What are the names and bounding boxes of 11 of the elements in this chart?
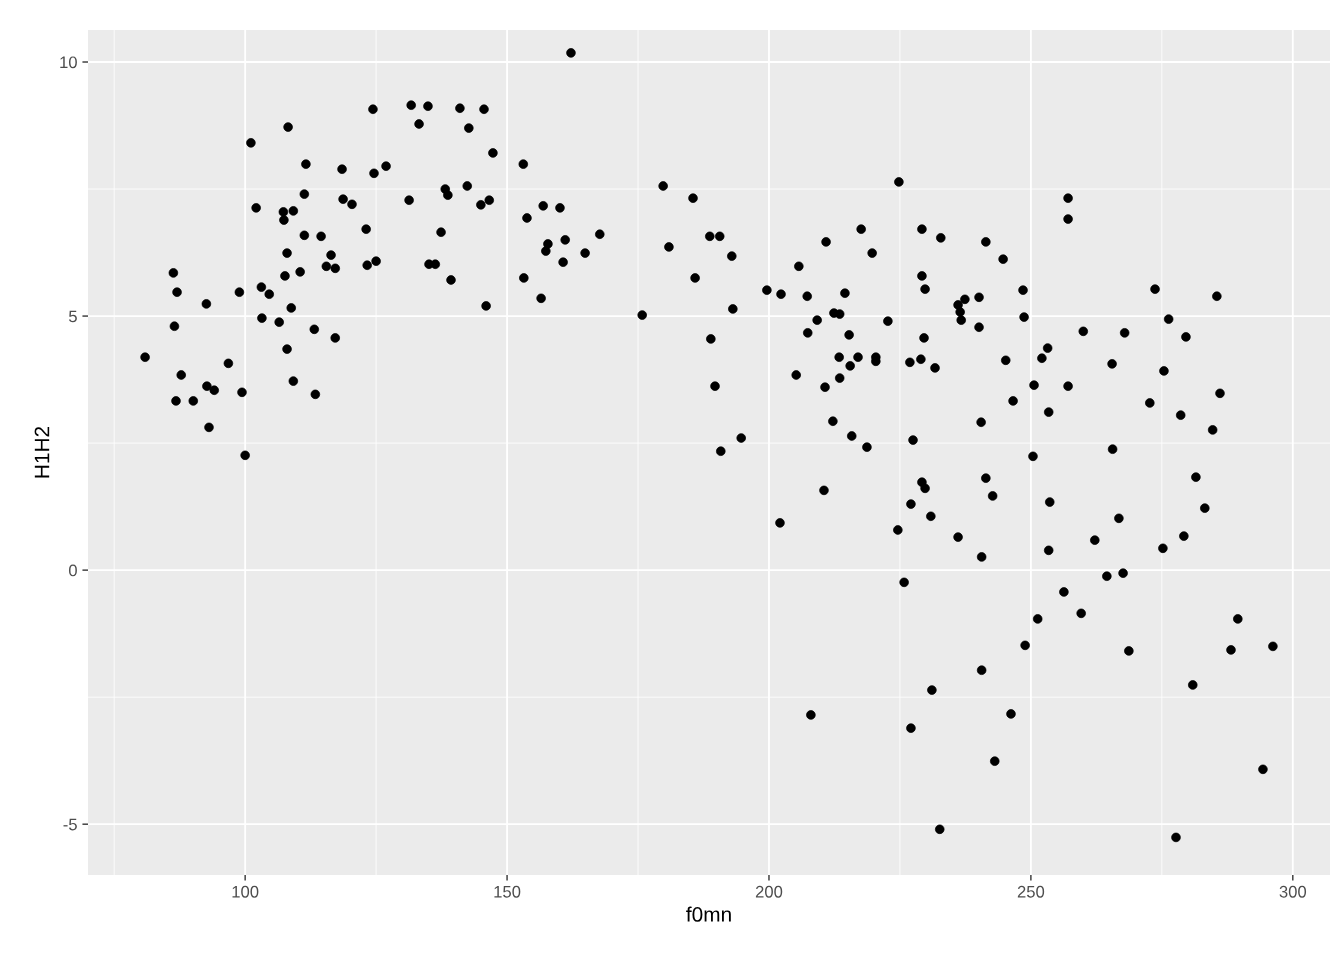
y-axis-title: H1H2 <box>34 426 50 478</box>
y-tick-label: -5 <box>63 818 77 831</box>
x-tick-label: 150 <box>494 885 521 898</box>
y-tick-label: 5 <box>68 310 77 323</box>
x-tick-label: 250 <box>1017 885 1045 898</box>
y-tick-label: 10 <box>60 56 77 69</box>
y-tick-label: 0 <box>68 564 77 577</box>
x-tick-label: 200 <box>755 885 783 898</box>
x-axis-title: f0mn <box>686 906 731 922</box>
x-tick-label: 100 <box>232 885 259 898</box>
x-tick-label: 300 <box>1279 885 1307 898</box>
